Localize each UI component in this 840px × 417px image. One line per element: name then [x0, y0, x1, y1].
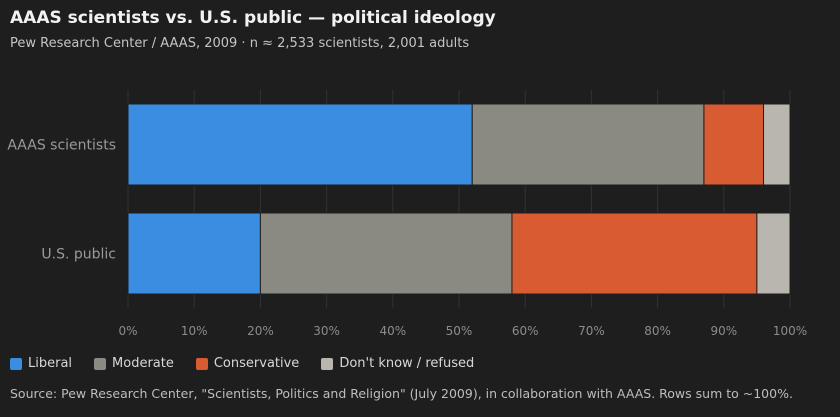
bar-segment-liberal	[127, 103, 473, 186]
category-label: U.S. public	[41, 247, 116, 263]
stacked-bar-chart: 0% 10% 20% 30% 40% 50% 60% 70% 80% 90% 100% AAAS sc…	[7, 90, 807, 338]
source-note: Source: Pew Research Center, "Scientists…	[10, 386, 793, 401]
bar-segment-don-t-know-refused	[763, 103, 791, 186]
bar-segment-conservative	[703, 103, 765, 186]
legend-swatch-liberal	[10, 357, 22, 370]
legend-item-liberal: Liberal	[10, 356, 72, 371]
x-tick-label: 30%	[313, 324, 340, 338]
legend-item-moderate: Moderate	[94, 356, 174, 371]
bar-segment-moderate	[471, 103, 705, 186]
x-tick-label: 10%	[181, 324, 208, 338]
legend-item-conservative: Conservative	[195, 356, 300, 371]
chart-title: AAAS scientists vs. U.S. public — politi…	[10, 8, 496, 28]
x-tick-label: 40%	[379, 324, 406, 338]
x-tick-label: 70%	[578, 324, 605, 338]
legend-label-moderate: Moderate	[112, 356, 174, 371]
legend-label-conservative: Conservative	[213, 356, 300, 371]
legend-label-dont-know: Don't know / refused	[339, 356, 475, 371]
category-label: AAAS scientists	[7, 138, 116, 154]
x-tick-label: 80%	[644, 324, 671, 338]
chart-subtitle: Pew Research Center / AAAS, 2009 · n ≈ 2…	[10, 36, 470, 51]
bar-segment-liberal	[127, 212, 261, 295]
x-tick-label: 100%	[773, 324, 807, 338]
bar-segment-moderate	[259, 212, 513, 295]
bar-segment-conservative	[511, 212, 758, 295]
legend-swatch-conservative	[195, 357, 208, 370]
legend-swatch-moderate	[94, 357, 107, 370]
x-tick-label: 0%	[118, 324, 137, 338]
x-tick-label: 60%	[512, 324, 539, 338]
x-tick-label: 50%	[446, 324, 473, 338]
legend: Liberal Moderate Conservative Don't know…	[10, 356, 474, 371]
legend-label-liberal: Liberal	[28, 356, 73, 371]
x-tick-label: 90%	[710, 324, 737, 338]
x-tick-label: 20%	[247, 324, 274, 338]
bar-segment-don-t-know-refused	[756, 212, 791, 295]
legend-swatch-dont-know	[321, 357, 334, 370]
legend-item-dont-know: Don't know / refused	[321, 356, 474, 371]
